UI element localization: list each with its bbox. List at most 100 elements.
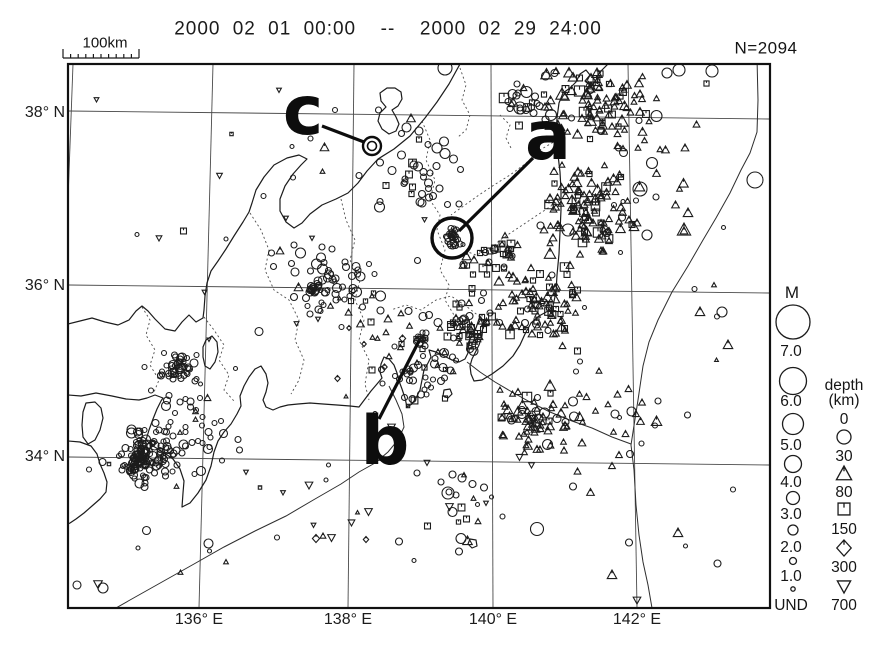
legend-magnitude-circle-7.0 — [775, 304, 811, 340]
quake-circle-symbol — [158, 371, 166, 378]
quake-triangle-symbol — [692, 119, 701, 128]
quake-triangle-symbol — [634, 106, 646, 116]
quake-circle-symbol — [433, 317, 443, 328]
quake-triangle-symbol — [591, 125, 600, 133]
quake-invtriangle-symbol — [308, 235, 316, 242]
legend-magnitude-circle-4.0 — [783, 454, 803, 474]
quake-square-symbol — [257, 485, 263, 490]
quake-circle-symbol — [720, 224, 727, 231]
quake-invtriangle-symbol — [515, 453, 524, 462]
quake-square-symbol — [452, 300, 460, 308]
quake-triangle-symbol — [493, 275, 505, 286]
quake-circle-symbol — [474, 501, 481, 508]
quake-triangle-symbol — [498, 239, 506, 247]
quake-circle-symbol — [172, 371, 180, 378]
quake-circle-symbol — [400, 179, 408, 188]
quake-circle-symbol — [514, 89, 522, 97]
quake-triangle-symbol — [577, 113, 587, 122]
quake-circle-symbol — [313, 276, 323, 286]
quake-circle-symbol — [115, 452, 123, 460]
quake-square-symbol — [837, 502, 851, 516]
quake-triangle-symbol — [477, 316, 486, 325]
trench-line — [116, 385, 405, 607]
quake-circle-symbol — [133, 429, 144, 440]
quake-circle-symbol — [311, 286, 321, 295]
boundary-line — [390, 295, 481, 318]
annotation-target-outer-circle — [361, 135, 383, 157]
quake-circle-symbol — [625, 449, 635, 459]
quake-triangle-symbol — [614, 222, 627, 234]
quake-circle-symbol — [523, 305, 532, 313]
quake-circle-symbol — [307, 135, 314, 142]
quake-triangle-symbol — [222, 558, 230, 565]
quake-circle-symbol — [448, 353, 457, 361]
quake-circle-symbol — [325, 462, 332, 468]
quake-triangle-symbol — [571, 128, 584, 139]
island-outline — [442, 388, 453, 399]
lon-label-142e: 142° E — [612, 611, 662, 628]
quake-square-symbol — [592, 227, 604, 238]
quake-circle-symbol — [374, 290, 387, 302]
quake-invtriangle-symbol — [423, 459, 431, 467]
quake-circle-symbol — [401, 122, 412, 133]
quake-circle-symbol — [533, 99, 541, 108]
legend-magnitude-circle-5.0 — [781, 412, 805, 436]
quake-triangle-symbol — [613, 129, 622, 138]
quake-triangle-symbol — [578, 417, 587, 425]
quake-circle-symbol — [125, 465, 137, 477]
quake-triangle-symbol — [530, 427, 539, 436]
quake-circle-symbol — [217, 417, 225, 425]
quake-circle-symbol — [158, 368, 166, 375]
quake-triangle-symbol — [520, 448, 529, 456]
boundary-line — [141, 306, 160, 393]
quake-square-symbol — [408, 190, 415, 198]
quake-circle-symbol — [183, 354, 191, 362]
quake-circle-symbol — [713, 313, 721, 320]
quake-square-symbol — [476, 249, 484, 257]
quake-triangle-symbol — [615, 169, 624, 178]
quake-circle-symbol — [152, 459, 160, 467]
quake-circle-symbol — [167, 418, 174, 426]
quake-circle-symbol — [199, 439, 206, 447]
quake-triangle-symbol — [354, 509, 361, 515]
quake-invtriangle-symbol — [527, 462, 536, 470]
quake-circle-symbol — [544, 326, 552, 335]
quake-circle-symbol — [387, 165, 397, 176]
quake-circle-symbol — [98, 457, 107, 467]
quake-circle-symbol — [310, 258, 323, 270]
quake-circle-symbol — [234, 435, 242, 444]
quake-triangle-symbol — [374, 334, 381, 341]
quake-triangle-symbol — [496, 385, 504, 393]
quake-circle-symbol — [489, 244, 500, 255]
quake-triangle-symbol — [652, 94, 661, 102]
quake-circle-symbol — [481, 248, 490, 257]
island-outline — [81, 401, 104, 445]
quake-triangle-symbol — [319, 141, 330, 152]
quake-circle-symbol — [287, 259, 296, 268]
quake-square-symbol — [106, 461, 112, 467]
quake-triangle-symbol — [615, 201, 627, 212]
quake-triangle-symbol — [532, 444, 542, 453]
quake-circle-symbol — [520, 85, 533, 99]
quake-triangle-symbol — [192, 415, 199, 422]
quake-circle-symbol — [576, 358, 584, 365]
quake-triangle-symbol — [546, 239, 554, 247]
legend-magnitude-label-6.0: 6.0 — [780, 393, 802, 410]
quake-triangle-symbol — [507, 96, 519, 107]
quake-invtriangle-symbol — [310, 522, 317, 529]
quake-triangle-symbol — [623, 196, 632, 204]
coastline — [69, 65, 608, 508]
quake-triangle-symbol — [509, 319, 521, 330]
quake-invtriangle-symbol — [347, 519, 356, 528]
quake-circle-symbol — [463, 318, 469, 325]
quake-circle-symbol — [432, 161, 441, 171]
quake-triangle-symbol — [543, 425, 553, 435]
quake-triangle-symbol — [612, 176, 622, 186]
quake-circle-symbol — [439, 147, 451, 160]
quake-triangle-symbol — [624, 384, 633, 393]
quake-circle-symbol — [173, 461, 181, 469]
quake-triangle-symbol — [454, 322, 464, 331]
quake-circle-symbol — [348, 283, 358, 294]
quake-triangle-symbol — [526, 300, 536, 309]
annotation-letter-c: c — [282, 72, 324, 151]
